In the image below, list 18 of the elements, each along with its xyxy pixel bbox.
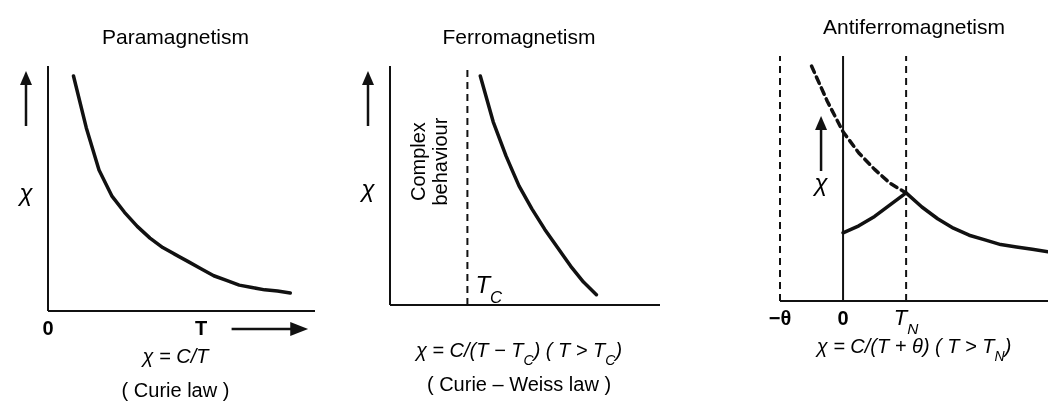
y-axis-title: χ: [812, 168, 829, 196]
chart-title: Ferromagnetism: [442, 25, 596, 48]
y-axis-title: χ: [359, 175, 376, 203]
x-tick-label: −θ: [768, 307, 792, 329]
y-axis-title: χ: [17, 178, 34, 206]
annotation: Complex behaviour: [406, 117, 451, 206]
text: ( Curie – Weiss law ): [426, 373, 612, 395]
text: χ = C/(T + θ) ( T > T$_{N}$): [814, 335, 1012, 364]
x-tick-label: 0: [42, 317, 54, 339]
text: χ = C/T: [140, 345, 211, 367]
text: χ = C/(T − T$_{C}$) ( T > T$_{C}$): [413, 339, 623, 368]
chart-title: Paramagnetism: [101, 25, 250, 48]
x-tick-label: 0: [837, 307, 849, 329]
chart-title: Antiferromagnetism: [822, 15, 1006, 38]
x-tick-label: T: [194, 317, 208, 339]
text: ( Curie law ): [121, 379, 230, 401]
x-tick-label: T$_{N}$: [893, 305, 920, 337]
text: T$_{C}$: [475, 271, 503, 307]
